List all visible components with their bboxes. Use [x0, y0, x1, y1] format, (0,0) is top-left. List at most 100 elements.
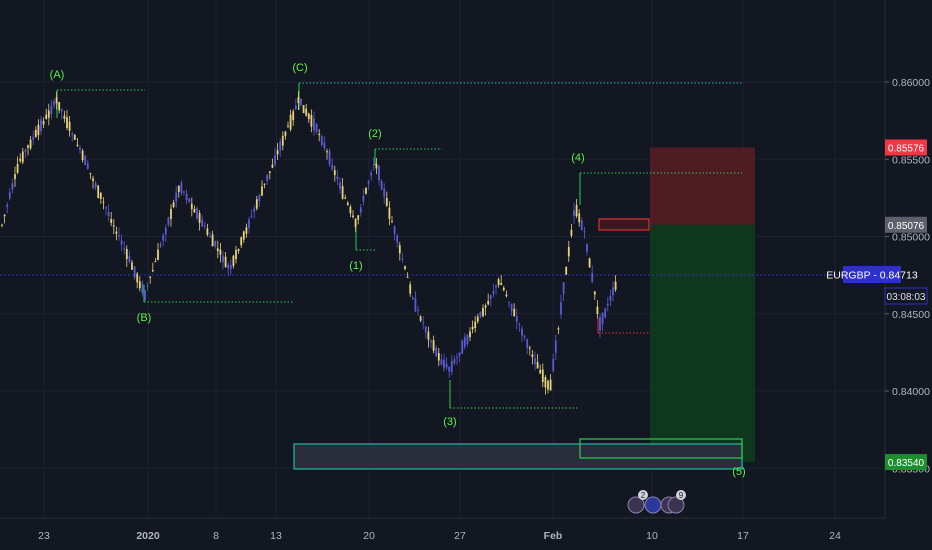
- price-tick-label: 0.86000: [892, 77, 930, 89]
- candle-body: [37, 124, 40, 136]
- candle-body: [513, 308, 516, 317]
- candle-body: [55, 97, 58, 104]
- candle-body: [575, 204, 578, 217]
- candle-body: [188, 198, 191, 202]
- candle-body: [40, 119, 42, 132]
- candle-body: [68, 121, 71, 132]
- event-count-badge[interactable]: [676, 490, 686, 500]
- candle-body: [240, 237, 243, 246]
- candle-body: [318, 133, 321, 136]
- candle-body: [427, 331, 430, 340]
- candle-body: [508, 301, 510, 303]
- candle-body: [523, 336, 526, 338]
- candle-body: [583, 231, 586, 233]
- candle-body: [489, 295, 492, 300]
- symbol-price-label: EURGBP - 0.84713: [826, 270, 918, 282]
- candle-body: [248, 219, 250, 228]
- event-flag-icon[interactable]: [667, 496, 685, 514]
- candle-body: [323, 142, 326, 149]
- candle-body: [505, 294, 508, 297]
- candle-body: [16, 164, 19, 173]
- demand-box: [293, 443, 743, 470]
- candle-body: [612, 287, 614, 296]
- candle-body: [162, 234, 165, 241]
- event-flag-icon[interactable]: [627, 496, 645, 514]
- candle-body: [255, 199, 258, 209]
- candle-body: [333, 170, 336, 176]
- wave-labels: (A) (B) (C) (1) (2) (3) (4) (5): [50, 62, 746, 478]
- candle-body: [315, 123, 318, 132]
- candle-body: [224, 256, 227, 268]
- candle-body: [370, 172, 373, 176]
- candle-body: [539, 369, 542, 374]
- candle-body: [393, 226, 396, 234]
- candle-body: [596, 306, 599, 314]
- candle-body: [383, 188, 386, 197]
- candle-body: [500, 282, 503, 286]
- candle-body: [497, 279, 500, 285]
- candle-body: [172, 202, 175, 207]
- candle-body: [1, 224, 3, 226]
- candle-body: [367, 181, 370, 184]
- time-axis[interactable]: 23 2020 8 13 20 27 Feb 10 17 24: [38, 530, 841, 542]
- candle-body: [19, 158, 22, 161]
- candle-body: [297, 97, 300, 103]
- candle-body: [105, 207, 107, 209]
- candle-body: [391, 221, 393, 223]
- candle-body: [76, 144, 79, 146]
- candle-body: [84, 155, 87, 166]
- candle-body: [32, 136, 35, 140]
- candle-body: [136, 273, 139, 283]
- candle-body: [528, 347, 531, 349]
- candle-body: [502, 287, 505, 291]
- candle-body: [170, 208, 172, 220]
- candle-body: [198, 212, 201, 223]
- candle-body: [196, 208, 198, 219]
- stop-loss-zone: [650, 147, 755, 225]
- candle-body: [133, 266, 136, 278]
- candle-body: [154, 261, 157, 263]
- candle-body: [599, 317, 601, 331]
- candle-body: [578, 213, 581, 223]
- candle-body: [144, 290, 146, 300]
- candle-body: [313, 118, 315, 131]
- price-tick-label: 0.84500: [892, 309, 930, 321]
- candle-body: [123, 248, 126, 250]
- candle-body: [63, 115, 66, 119]
- event-count-badge[interactable]: [638, 490, 648, 500]
- candle-body: [250, 215, 253, 217]
- candle-body: [396, 235, 399, 243]
- candle-body: [606, 303, 609, 306]
- candle-body: [8, 192, 11, 199]
- candle-body: [211, 234, 214, 247]
- price-axis[interactable]: 0.86000 0.85500 0.85000 0.84500 0.84000 0.835…: [885, 77, 930, 475]
- candle-body: [422, 322, 425, 324]
- candle-body: [419, 316, 422, 321]
- candle-body: [549, 379, 552, 391]
- candle-body: [450, 361, 453, 372]
- candle-body: [50, 106, 53, 115]
- candle-body: [193, 208, 196, 213]
- time-tick-label: 17: [737, 530, 749, 542]
- candle-body: [365, 187, 367, 194]
- candle-body: [175, 192, 178, 202]
- candle-body: [336, 176, 339, 180]
- candle-body: [47, 110, 50, 118]
- candle-body: [443, 359, 445, 369]
- event-badges[interactable]: 2 9: [627, 490, 686, 514]
- candle-body: [435, 347, 438, 356]
- candle-body: [341, 186, 344, 199]
- candle-body: [209, 235, 211, 238]
- candle-body: [131, 262, 133, 270]
- candle-body: [177, 186, 180, 192]
- candle-body: [328, 150, 331, 165]
- candle-body: [292, 111, 295, 121]
- trade-zones: [0, 147, 843, 470]
- candle-body: [268, 171, 271, 173]
- eu-flag-icon[interactable]: [644, 496, 662, 514]
- candle-body: [565, 267, 568, 275]
- candle-body: [302, 105, 305, 114]
- price-tick-label: 0.85000: [892, 232, 930, 244]
- candle-body: [261, 186, 263, 196]
